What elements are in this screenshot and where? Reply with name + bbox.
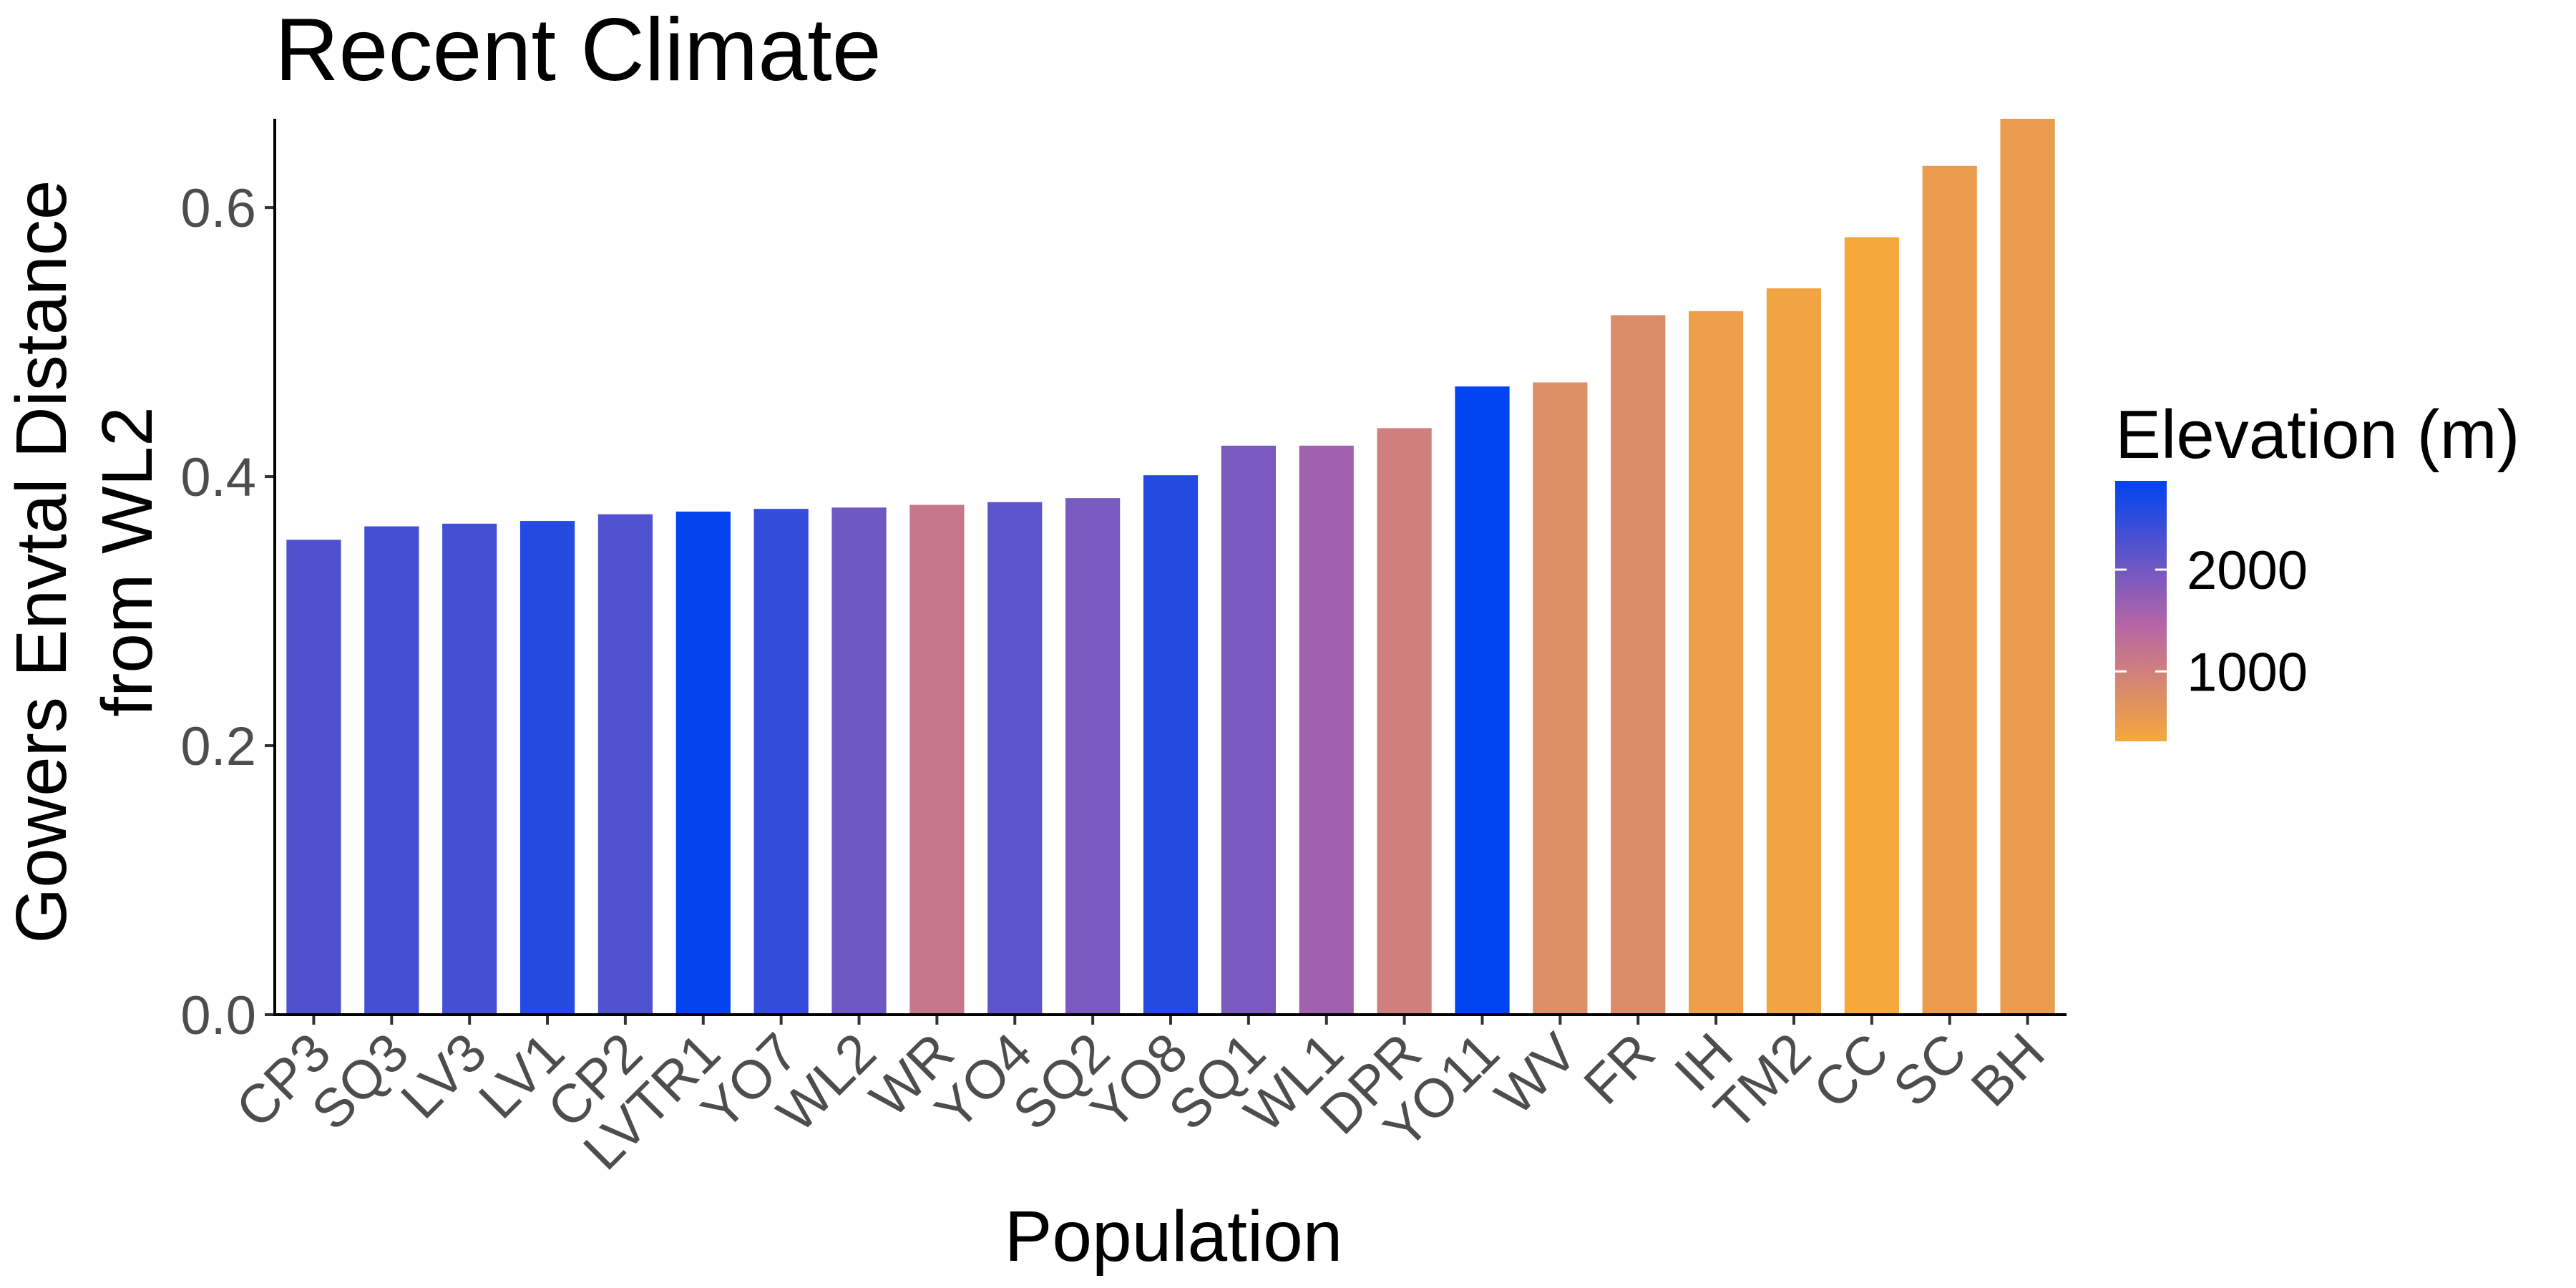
bar-cp3 bbox=[286, 540, 341, 1015]
x-axis-ticks: CP3SQ3LV3LV1CP2LVTR1YO7WL2WRYO4SQ2YO8SQ1… bbox=[225, 1015, 2057, 1181]
bar-cp2 bbox=[597, 514, 653, 1015]
bar-lv3 bbox=[442, 523, 497, 1015]
y-axis-title-line-2: from WL2 bbox=[87, 406, 167, 716]
x-tick-label: FR bbox=[1572, 1022, 1667, 1116]
y-axis-title-line-1: Gowers Envtal Distance bbox=[1, 180, 82, 943]
bar-dpr bbox=[1377, 428, 1432, 1015]
legend-title: Elevation (m) bbox=[2115, 396, 2520, 473]
bar-yo4 bbox=[987, 502, 1043, 1015]
x-tick-label: TM2 bbox=[1702, 1022, 1823, 1142]
y-tick-label: 0.6 bbox=[180, 178, 256, 239]
bar-bh bbox=[2000, 119, 2055, 1015]
y-tick-label: 0.2 bbox=[180, 716, 256, 777]
y-axis-title: Gowers Envtal Distance from WL2 bbox=[1, 180, 167, 943]
bar-yo8 bbox=[1143, 475, 1199, 1015]
bars bbox=[286, 119, 2055, 1015]
bar-fr bbox=[1611, 315, 1666, 1015]
bar-yo7 bbox=[753, 509, 809, 1015]
bar-wl2 bbox=[831, 507, 887, 1015]
bar-yo11 bbox=[1455, 386, 1510, 1015]
legend-tick-label: 2000 bbox=[2187, 540, 2308, 601]
bar-tm2 bbox=[1766, 288, 1822, 1015]
bar-wv bbox=[1533, 382, 1588, 1015]
legend-colorbar bbox=[2115, 481, 2167, 741]
bar-ih bbox=[1688, 311, 1744, 1015]
x-tick-label: SC bbox=[1882, 1022, 1979, 1118]
chart-title: Recent Climate bbox=[275, 1, 882, 99]
bar-lvtr1 bbox=[675, 511, 731, 1015]
bar-cc bbox=[1844, 237, 1899, 1015]
bar-wr bbox=[909, 504, 965, 1015]
x-tick-label: BH bbox=[1960, 1022, 2057, 1118]
y-tick-label: 0.0 bbox=[180, 985, 256, 1046]
y-axis-ticks: 0.0 0.2 0.4 0.6 bbox=[180, 178, 275, 1046]
bar-lv1 bbox=[519, 521, 575, 1015]
legend-ticks: 2000 1000 bbox=[2115, 540, 2308, 703]
legend: Elevation (m) 2000 1000 bbox=[2115, 396, 2520, 741]
bar-sq1 bbox=[1221, 445, 1276, 1015]
bar-wl1 bbox=[1299, 445, 1354, 1015]
y-tick-label: 0.4 bbox=[180, 447, 256, 508]
bar-sq3 bbox=[364, 526, 419, 1015]
legend-tick-label: 1000 bbox=[2187, 642, 2308, 703]
x-axis-title: Population bbox=[1005, 1196, 1343, 1277]
bar-sc bbox=[1922, 165, 1977, 1015]
bar-sq2 bbox=[1065, 498, 1121, 1015]
